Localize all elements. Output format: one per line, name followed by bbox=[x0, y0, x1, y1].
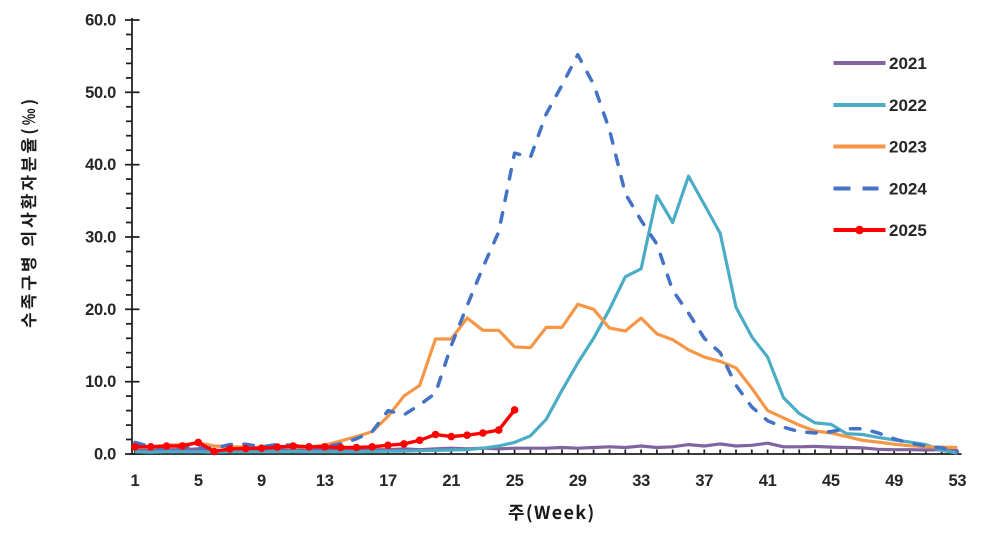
svg-text:37: 37 bbox=[695, 472, 713, 490]
svg-text:29: 29 bbox=[569, 472, 587, 490]
svg-text:40.0: 40.0 bbox=[85, 156, 116, 174]
svg-text:50.0: 50.0 bbox=[85, 84, 116, 102]
svg-text:49: 49 bbox=[885, 472, 903, 490]
svg-text:41: 41 bbox=[759, 472, 777, 490]
svg-text:5: 5 bbox=[194, 472, 203, 490]
svg-text:1: 1 bbox=[131, 472, 140, 490]
svg-text:60.0: 60.0 bbox=[85, 12, 116, 30]
svg-text:33: 33 bbox=[632, 472, 650, 490]
svg-text:53: 53 bbox=[949, 472, 967, 490]
svg-text:2024: 2024 bbox=[889, 180, 927, 199]
svg-text:2025: 2025 bbox=[889, 221, 927, 240]
svg-text:17: 17 bbox=[379, 472, 397, 490]
svg-text:2023: 2023 bbox=[889, 138, 927, 157]
svg-text:30.0: 30.0 bbox=[85, 229, 116, 247]
svg-text:2021: 2021 bbox=[889, 54, 927, 73]
svg-text:45: 45 bbox=[822, 472, 840, 490]
svg-text:0.0: 0.0 bbox=[94, 446, 116, 464]
svg-text:10.0: 10.0 bbox=[85, 373, 116, 391]
svg-text:13: 13 bbox=[316, 472, 334, 490]
svg-text:2022: 2022 bbox=[889, 96, 927, 115]
svg-text:21: 21 bbox=[442, 472, 460, 490]
svg-text:9: 9 bbox=[257, 472, 266, 490]
svg-text:20.0: 20.0 bbox=[85, 301, 116, 319]
svg-text:25: 25 bbox=[506, 472, 524, 490]
